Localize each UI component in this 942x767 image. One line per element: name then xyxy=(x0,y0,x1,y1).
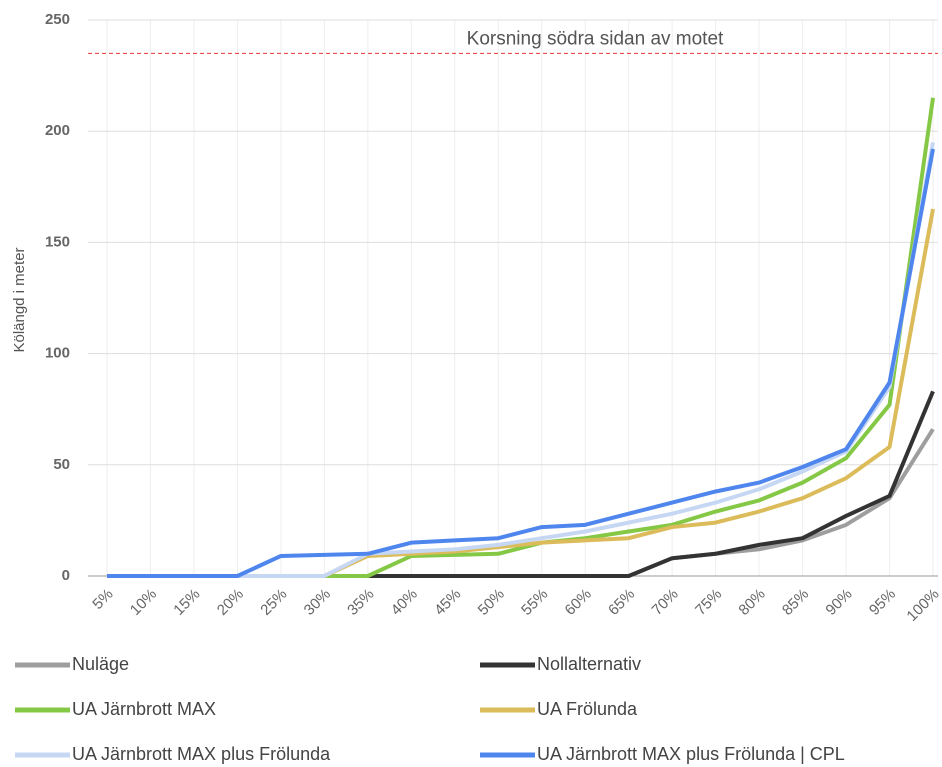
y-tick-label: 0 xyxy=(62,567,70,584)
legend-label: UA Järnbrott MAX plus Frölunda xyxy=(72,744,331,764)
x-tick-label: 40% xyxy=(388,586,421,619)
x-tick-label: 70% xyxy=(649,586,682,619)
y-tick-label: 250 xyxy=(45,11,70,28)
y-tick-label: 50 xyxy=(53,456,70,473)
series-line xyxy=(107,208,935,578)
x-tick-label: 45% xyxy=(431,586,464,619)
series-line xyxy=(107,141,935,578)
legend-label: Nuläge xyxy=(72,654,129,674)
x-tick-label: 85% xyxy=(779,586,812,619)
x-tick-label: 90% xyxy=(822,586,855,619)
x-tick-label: 10% xyxy=(127,586,160,619)
x-tick-label: 30% xyxy=(301,586,334,619)
y-tick-label: 150 xyxy=(45,233,70,250)
x-tick-label: 15% xyxy=(170,586,203,619)
x-tick-label: 95% xyxy=(866,586,899,619)
y-axis-label: Kölängd i meter xyxy=(11,247,28,352)
legend-label: UA Frölunda xyxy=(537,699,638,719)
legend-label: UA Järnbrott MAX xyxy=(72,699,216,719)
series-line xyxy=(107,148,935,578)
x-tick-label: 50% xyxy=(475,586,508,619)
legend-label: UA Järnbrott MAX plus Frölunda | CPL xyxy=(537,744,845,764)
x-tick-label: 5% xyxy=(89,586,116,613)
series-line xyxy=(107,97,935,578)
x-tick-label: 75% xyxy=(692,586,725,619)
x-tick-label: 55% xyxy=(518,586,551,619)
legend-label: Nollalternativ xyxy=(537,654,641,674)
y-tick-label: 100 xyxy=(45,345,70,362)
x-tick-label: 20% xyxy=(214,586,247,619)
x-tick-label: 80% xyxy=(735,586,768,619)
annotation-text: Korsning södra sidan av motet xyxy=(467,28,724,49)
x-tick-label: 65% xyxy=(605,586,638,619)
y-tick-label: 200 xyxy=(45,122,70,139)
x-tick-label: 60% xyxy=(562,586,595,619)
x-tick-label: 25% xyxy=(257,586,290,619)
series-line xyxy=(107,428,935,578)
x-tick-label: 100% xyxy=(903,586,942,625)
x-tick-label: 35% xyxy=(344,586,377,619)
